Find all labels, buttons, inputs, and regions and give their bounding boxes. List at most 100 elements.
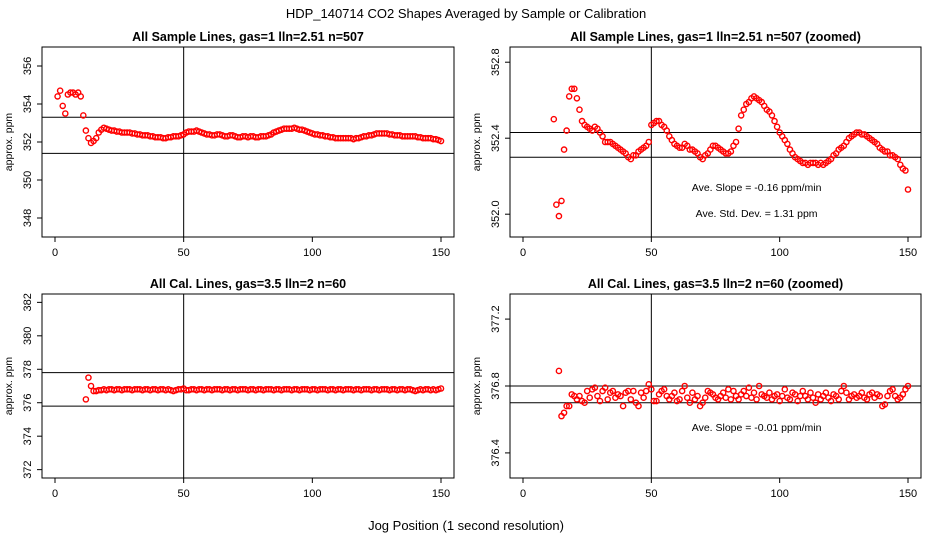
x-tick-label: 100	[303, 488, 321, 500]
data-point	[650, 397, 658, 405]
data-point	[77, 93, 85, 100]
data-point	[894, 155, 902, 163]
data-point	[653, 397, 660, 405]
panel-all-cal-lines-zoomed: All Cal. Lines, gas=3.5 lln=2 n=60 (zoom…	[471, 277, 922, 500]
panel-title: All Cal. Lines, gas=3.5 lln=2 n=60 (zoom…	[588, 277, 843, 291]
data-point	[701, 394, 709, 402]
data-point	[904, 186, 912, 193]
y-tick-label: 372	[22, 460, 34, 478]
y-tick-label: 376	[22, 394, 34, 412]
y-tick-label: 377.2	[490, 305, 502, 333]
x-tick-label: 50	[645, 488, 657, 500]
data-point	[889, 386, 896, 393]
data-point	[642, 387, 650, 395]
data-point	[689, 389, 696, 396]
data-point	[699, 399, 706, 407]
data-point	[92, 134, 100, 142]
data-point	[730, 387, 737, 395]
data-point	[773, 123, 781, 131]
data-point	[884, 392, 891, 400]
data-point	[812, 399, 819, 407]
y-tick-label: 356	[22, 57, 34, 75]
data-point	[799, 387, 807, 395]
data-point	[59, 102, 67, 110]
panel-title: All Sample Lines, gas=1 lln=2.51 n=507	[132, 30, 364, 44]
data-point	[645, 138, 653, 146]
data-point	[599, 132, 606, 140]
data-point	[740, 387, 748, 395]
data-point	[876, 392, 884, 400]
data-point	[87, 382, 95, 390]
data-point	[648, 386, 655, 393]
data-point	[904, 382, 912, 390]
data-point	[725, 386, 732, 393]
data-point	[750, 389, 758, 396]
y-axis-label: approx. ppm	[471, 357, 483, 416]
data-point	[640, 394, 647, 402]
data-point	[735, 125, 742, 132]
data-point	[553, 201, 560, 208]
data-point	[676, 396, 683, 403]
data-point	[753, 396, 760, 403]
data-point	[899, 391, 907, 398]
data-point	[437, 137, 445, 145]
data-point	[809, 394, 817, 402]
data-point	[601, 384, 609, 391]
stat-annotation: Ave. Slope = -0.16 ppm/min	[692, 182, 822, 194]
y-axis-label: approx. ppm	[3, 357, 15, 416]
y-tick-label: 348	[22, 209, 34, 227]
plot-frame	[41, 46, 455, 238]
data-point	[604, 396, 612, 403]
data-point	[560, 409, 568, 417]
figure-title: HDP_140714 CO2 Shapes Averaged by Sample…	[286, 6, 646, 21]
data-point	[784, 140, 791, 148]
data-point	[617, 392, 624, 400]
data-point	[571, 85, 578, 93]
data-point	[80, 112, 87, 119]
x-tick-label: 150	[899, 488, 917, 500]
y-tick-label: 374	[22, 427, 34, 445]
data-point	[635, 402, 642, 410]
data-point	[82, 396, 90, 403]
x-tick-label: 50	[178, 488, 190, 500]
data-point	[573, 95, 581, 102]
data-point	[735, 396, 742, 403]
data-point	[437, 385, 445, 392]
data-point	[54, 93, 61, 100]
data-point	[743, 392, 750, 400]
data-point	[881, 148, 889, 155]
data-point	[776, 397, 783, 405]
data-point	[609, 387, 617, 395]
data-point	[683, 394, 691, 402]
data-point	[82, 127, 90, 134]
panel-all-sample-lines-zoomed: All Sample Lines, gas=1 lln=2.51 n=507 (…	[471, 30, 922, 259]
y-tick-label: 378	[22, 360, 34, 378]
x-tick-label: 0	[52, 488, 58, 500]
data-point	[686, 399, 694, 407]
data-point	[660, 386, 668, 393]
data-point	[732, 138, 740, 146]
data-point	[694, 392, 701, 400]
panel-title: All Cal. Lines, gas=3.5 lln=2 n=60	[150, 277, 346, 291]
y-tick-label: 352.8	[490, 48, 502, 76]
data-point	[581, 399, 588, 407]
data-point	[771, 117, 778, 125]
y-tick-label: 352.4	[490, 124, 502, 152]
data-point	[85, 134, 92, 142]
data-point	[827, 397, 835, 405]
x-tick-label: 50	[178, 247, 190, 259]
data-point	[681, 382, 689, 390]
y-axis-label: approx. ppm	[3, 113, 15, 172]
y-tick-label: 354	[22, 95, 34, 113]
stat-annotation: Ave. Slope = -0.01 ppm/min	[692, 422, 822, 434]
x-tick-label: 0	[520, 488, 526, 500]
data-point	[902, 167, 909, 174]
data-point	[591, 384, 599, 391]
data-point	[619, 402, 627, 410]
data-point	[583, 387, 591, 395]
data-point	[663, 127, 671, 134]
x-tick-label: 150	[899, 247, 917, 259]
y-tick-label: 376.4	[490, 439, 502, 467]
data-point	[781, 386, 789, 393]
